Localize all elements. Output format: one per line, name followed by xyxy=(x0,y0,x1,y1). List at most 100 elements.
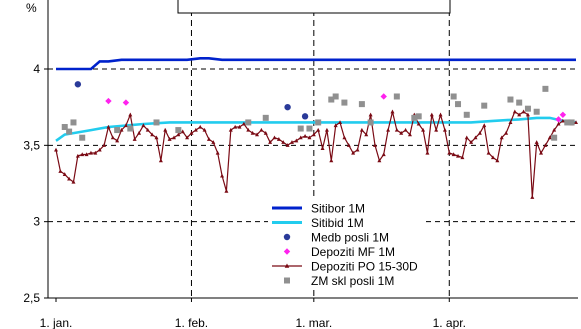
series-3 xyxy=(105,93,567,123)
legend-label: Medb posli 1M xyxy=(311,231,389,245)
data-point xyxy=(539,150,544,155)
y-tick-label: 4 xyxy=(33,62,40,76)
data-point xyxy=(495,158,500,163)
data-point xyxy=(552,127,557,132)
data-point xyxy=(358,101,365,108)
data-point xyxy=(534,140,539,144)
legend-marker xyxy=(283,248,291,255)
data-point xyxy=(74,81,82,88)
data-point xyxy=(241,121,246,126)
data-point xyxy=(346,143,351,147)
data-point xyxy=(193,127,198,132)
data-point xyxy=(110,135,115,140)
data-point xyxy=(568,119,575,126)
data-point xyxy=(524,105,531,112)
data-point xyxy=(368,112,373,117)
data-point xyxy=(285,143,290,147)
data-point xyxy=(262,114,269,121)
data-point xyxy=(132,137,137,141)
data-point xyxy=(341,99,348,106)
data-point xyxy=(298,135,303,140)
data-point xyxy=(163,127,168,132)
data-point xyxy=(180,129,185,134)
x-tick-label: 1. mar. xyxy=(295,316,332,329)
data-point xyxy=(504,130,509,135)
data-point xyxy=(137,130,142,135)
series-5 xyxy=(61,85,575,141)
data-point xyxy=(460,155,465,160)
y-unit-label: % xyxy=(26,1,37,15)
data-point xyxy=(455,101,462,108)
data-point xyxy=(171,135,176,140)
data-point xyxy=(297,125,304,132)
y-tick-label: 3,5 xyxy=(23,138,40,152)
data-point xyxy=(128,112,133,117)
data-point xyxy=(306,125,313,132)
data-point xyxy=(425,150,430,155)
data-point xyxy=(97,147,102,152)
legend-background xyxy=(268,200,426,290)
data-point xyxy=(294,138,299,143)
data-point xyxy=(311,132,316,137)
data-point xyxy=(469,140,474,144)
data-point xyxy=(416,121,421,126)
legend-label: Sitibid 1M xyxy=(311,216,364,230)
series-line xyxy=(56,57,576,71)
axis-layer: 4 3,5 3 2,51. jan. 1. feb. 1. mar. 1. apr. xyxy=(23,0,578,329)
data-point xyxy=(482,123,487,128)
y-tick-label: 2,5 xyxy=(23,291,40,305)
legend-label: Depoziti MF 1M xyxy=(311,245,395,259)
data-point xyxy=(245,119,252,126)
data-point xyxy=(255,132,260,137)
data-point xyxy=(268,140,273,144)
data-point xyxy=(450,93,457,100)
data-point xyxy=(167,137,172,141)
data-point xyxy=(80,152,85,157)
data-point xyxy=(429,112,434,117)
data-point xyxy=(122,99,130,106)
data-point xyxy=(220,173,225,178)
x-tick-label: 1. feb. xyxy=(175,316,208,329)
data-point xyxy=(228,127,233,132)
data-point xyxy=(434,127,439,132)
data-point xyxy=(463,111,470,118)
data-point xyxy=(75,153,80,158)
data-point xyxy=(88,150,93,155)
data-point xyxy=(364,132,369,137)
data-point xyxy=(272,135,277,140)
series-0 xyxy=(56,57,576,71)
data-point xyxy=(542,85,549,92)
series-1 xyxy=(55,116,577,142)
data-point xyxy=(559,111,567,118)
data-point xyxy=(105,97,112,105)
data-point xyxy=(284,103,291,111)
data-point xyxy=(198,124,203,129)
data-point xyxy=(547,135,552,140)
data-point xyxy=(307,135,312,140)
data-point xyxy=(189,130,194,135)
data-point xyxy=(456,153,461,158)
data-point xyxy=(211,140,216,144)
data-point xyxy=(246,127,251,132)
data-point xyxy=(516,99,523,106)
x-tick-label: 1. jan. xyxy=(40,316,73,329)
data-point xyxy=(411,114,418,121)
data-point xyxy=(281,140,286,144)
legend-marker xyxy=(284,263,290,268)
data-point xyxy=(150,132,155,137)
data-point xyxy=(145,127,150,132)
data-point xyxy=(175,127,182,134)
data-point xyxy=(447,150,452,155)
data-point xyxy=(127,125,134,132)
data-point xyxy=(324,127,329,132)
legend-label: Depoziti PO 15-30D xyxy=(311,260,418,274)
data-point xyxy=(276,137,281,141)
data-point xyxy=(521,109,526,114)
data-point xyxy=(106,124,111,129)
legend-marker xyxy=(283,233,291,241)
data-point xyxy=(176,132,181,137)
data-point xyxy=(525,112,530,117)
series-4 xyxy=(54,109,578,199)
data-point xyxy=(215,150,220,155)
data-point xyxy=(421,127,426,132)
